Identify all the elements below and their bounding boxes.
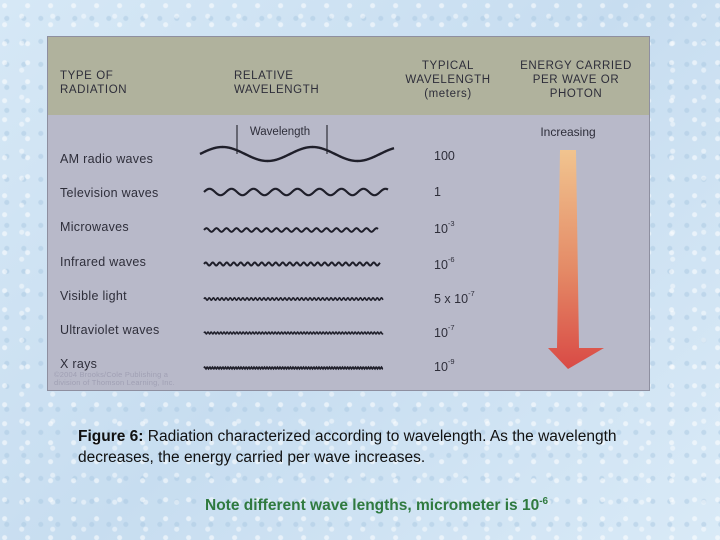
table-header: TYPE OF RADIATION RELATIVE WAVELENGTH TY… xyxy=(48,37,649,115)
wavelength-label: Wavelength xyxy=(250,126,310,138)
row-value-microwaves: 10-3 xyxy=(434,219,455,237)
wave-television xyxy=(203,187,389,197)
wave-x-rays xyxy=(203,365,384,371)
wave-visible-light xyxy=(203,296,384,302)
wave-microwaves xyxy=(203,227,379,233)
row-value-ultraviolet: 10-7 xyxy=(434,323,455,341)
copyright-watermark: ©2004 Brooks/Cole Publishing a division … xyxy=(54,370,175,387)
row-label-microwaves: Microwaves xyxy=(60,220,129,234)
wave-am-radio xyxy=(199,145,395,163)
row-value-visible-light: 5 x 10-7 xyxy=(434,289,475,307)
wave-infrared xyxy=(203,261,381,267)
row-label-x-rays: X rays xyxy=(60,357,98,371)
header-relative-wavelength: RELATIVE WAVELENGTH xyxy=(234,70,320,96)
wave-ultraviolet xyxy=(203,331,384,335)
wave-diagram: Wavelength Increasing xyxy=(199,125,604,371)
row-value-infrared: 10-6 xyxy=(434,255,455,273)
wavelength-note: Note different wave lengths, micrometer … xyxy=(205,496,548,515)
row-label-am-radio: AM radio waves xyxy=(60,152,154,166)
wave-lines xyxy=(199,145,395,371)
note-exponent: -6 xyxy=(539,496,549,507)
header-energy-carried: ENERGY CARRIED PER WAVE OR PHOTON xyxy=(520,60,632,100)
row-label-television: Television waves xyxy=(60,186,159,200)
row-value-television: 1 xyxy=(434,185,441,200)
energy-increasing-arrow xyxy=(548,150,604,369)
increasing-label: Increasing xyxy=(540,125,595,139)
row-label-infrared: Infrared waves xyxy=(60,255,147,269)
row-label-ultraviolet: Ultraviolet waves xyxy=(60,323,160,337)
caption-text: Radiation characterized according to wav… xyxy=(78,428,617,466)
header-typical-wavelength: TYPICAL WAVELENGTH (meters) xyxy=(405,60,491,100)
caption-lead: Figure 6: xyxy=(78,428,144,445)
header-type-of-radiation: TYPE OF RADIATION xyxy=(60,70,128,96)
row-value-am-radio: 100 xyxy=(434,149,455,164)
row-value-x-rays: 10-9 xyxy=(434,357,455,375)
row-label-visible-light: Visible light xyxy=(60,289,127,303)
figure-caption: Figure 6: Radiation characterized accord… xyxy=(78,426,618,468)
note-text: Note different wave lengths, micrometer … xyxy=(205,497,540,515)
radiation-figure: TYPE OF RADIATION RELATIVE WAVELENGTH TY… xyxy=(47,36,650,391)
